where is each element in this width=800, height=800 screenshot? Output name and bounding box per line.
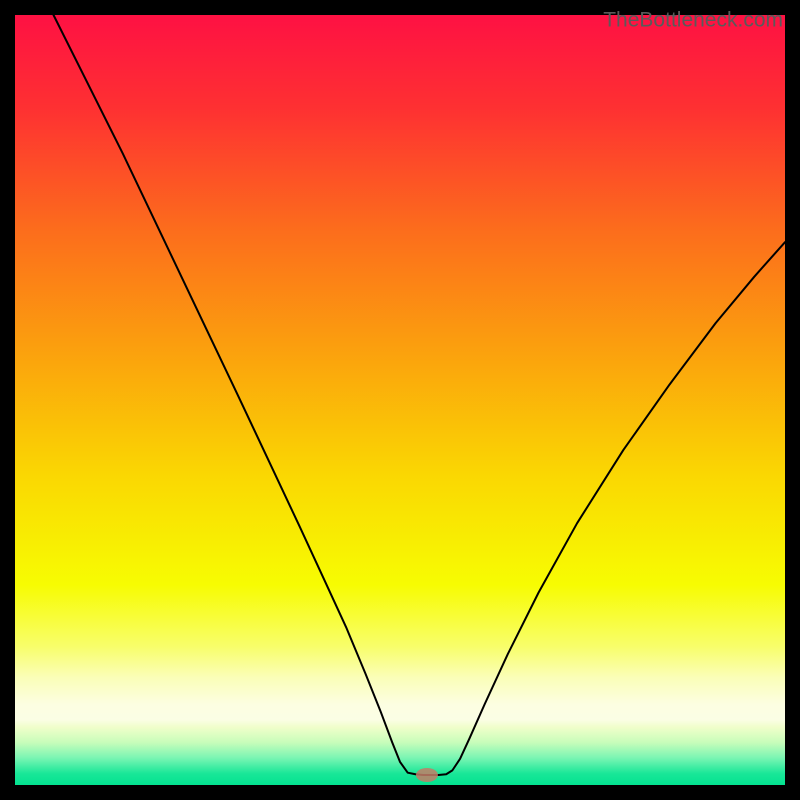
chart-plot-background	[15, 15, 785, 785]
watermark-text: TheBottleneck.com	[603, 8, 783, 31]
bottleneck-chart: TheBottleneck.com	[0, 0, 800, 800]
optimal-point-marker	[416, 768, 438, 782]
